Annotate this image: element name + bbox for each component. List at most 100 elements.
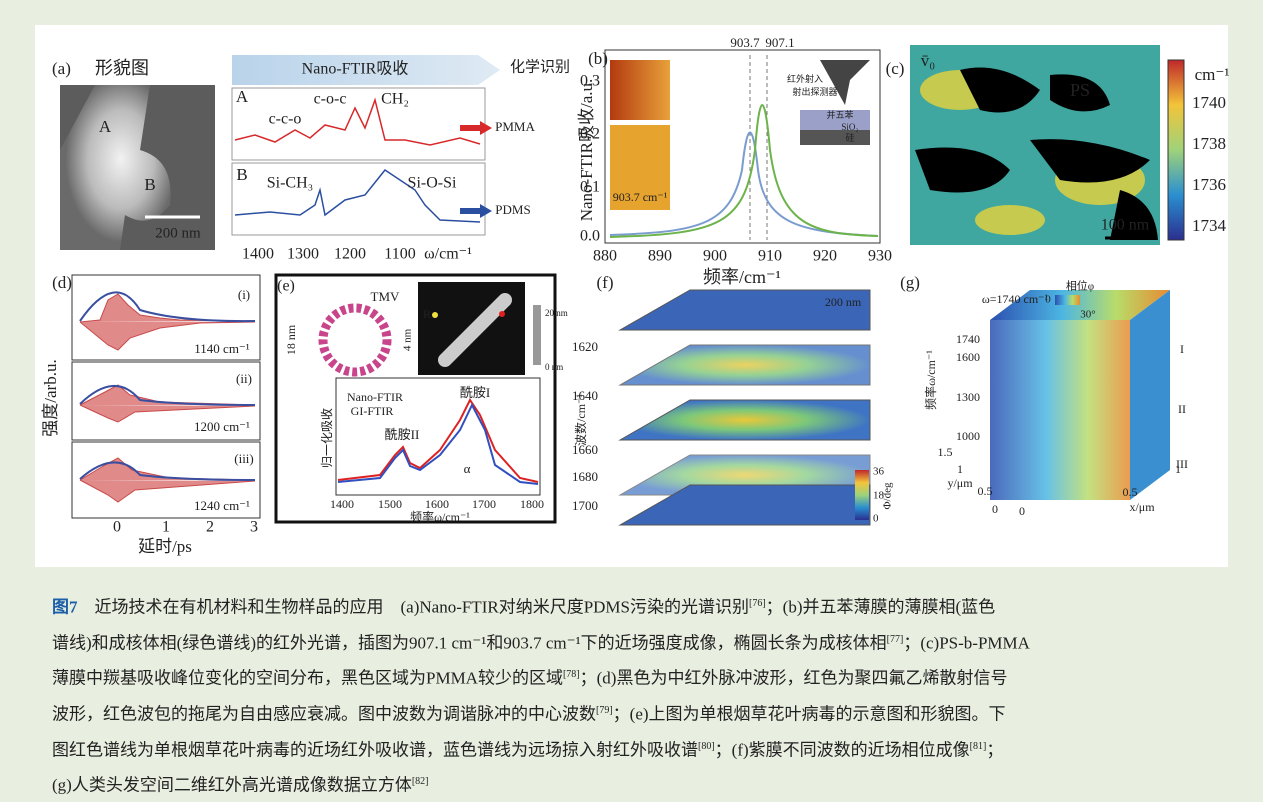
label: 200 nm bbox=[825, 295, 862, 309]
label: Nano-FTIR bbox=[347, 390, 403, 404]
panel-label: (g) bbox=[900, 273, 920, 292]
caption-text: ； bbox=[986, 740, 1003, 759]
label: cm⁻¹ bbox=[1195, 65, 1230, 84]
figure-number: 图7 bbox=[52, 598, 78, 617]
tick-label: 0.2 bbox=[580, 126, 600, 143]
label: (iii) bbox=[234, 451, 254, 466]
tick-label: 1600 bbox=[956, 350, 980, 364]
caption-text: 波形，红色波包的拖尾为自由感应衰减。图中波数为调谐脉冲的中心波数 bbox=[52, 705, 596, 724]
label: A bbox=[236, 87, 249, 106]
label: R bbox=[423, 307, 431, 321]
tick-label: 0.0 bbox=[580, 228, 600, 245]
label: ω=1740 cm⁻¹ bbox=[982, 292, 1049, 306]
caption-text: ；(d)黑色为中红外脉冲波形，红色为聚四氟乙烯散射信号 bbox=[580, 669, 1008, 688]
label: 红外射入 bbox=[787, 73, 823, 84]
tick-label: 1200 bbox=[334, 246, 366, 263]
tick-label: 2 bbox=[206, 519, 214, 536]
label: SiO₂ bbox=[841, 122, 858, 132]
tick-label: 1738 bbox=[1192, 134, 1226, 153]
label: 18 nm bbox=[284, 324, 298, 355]
tick-label: 3 bbox=[250, 519, 258, 536]
label: 903.7 bbox=[730, 35, 760, 50]
label: TMV bbox=[371, 289, 401, 304]
label: PDMS bbox=[495, 202, 530, 217]
tick-label: 0.1 bbox=[580, 179, 600, 196]
label: II bbox=[1178, 402, 1186, 416]
label: 酰胺I bbox=[460, 385, 490, 400]
data-cube bbox=[990, 290, 1170, 500]
label: c-o-c bbox=[314, 91, 347, 108]
label: 0 bbox=[1045, 294, 1051, 306]
label: CH₂ bbox=[381, 91, 409, 108]
caption: 图7 近场技术在有机材料和生物样品的应用 (a)Nano-FTIR对纳米尺度PD… bbox=[52, 588, 1222, 802]
label: 20 nm bbox=[545, 308, 568, 318]
label: 频率ω/cm⁻¹ bbox=[410, 509, 470, 524]
label: Nano-FTIR吸收/a.u. bbox=[577, 79, 596, 222]
tick-label: 910 bbox=[758, 248, 782, 265]
label: B bbox=[144, 175, 155, 194]
label: 1140 cm⁻¹ bbox=[194, 341, 250, 356]
tick-label: 880 bbox=[593, 248, 617, 265]
label: GI-FTIR bbox=[351, 404, 394, 418]
height-bar bbox=[533, 305, 541, 365]
label: 射出探测器 bbox=[792, 86, 837, 97]
panel-label: (e) bbox=[277, 278, 295, 295]
caption-text: ；(c)PS-b-PMMA bbox=[903, 633, 1030, 652]
colorbar bbox=[1168, 60, 1184, 240]
tick-label: 890 bbox=[648, 248, 672, 265]
label: PS bbox=[1070, 80, 1090, 100]
reference: [77] bbox=[887, 634, 904, 645]
tick-label: 1300 bbox=[956, 390, 980, 404]
panel-label: (d) bbox=[52, 273, 72, 292]
label: B bbox=[236, 165, 247, 184]
label: (ii) bbox=[236, 371, 252, 386]
label: 1200 cm⁻¹ bbox=[194, 419, 250, 434]
caption-text: ；(b)并五苯薄膜的薄膜相(蓝色 bbox=[766, 598, 995, 617]
caption-text: 谱线)和成核体相(绿色谱线)的红外光谱，插图为907.1 cm⁻¹和903.7 … bbox=[52, 633, 887, 652]
label: (i) bbox=[238, 287, 250, 302]
label: 归一化吸收 bbox=[320, 408, 334, 468]
point bbox=[432, 312, 438, 318]
label: 相位φ bbox=[1066, 279, 1094, 293]
inset-image bbox=[610, 60, 670, 120]
tick-label: 1300 bbox=[287, 246, 319, 263]
inset-diagram bbox=[800, 130, 870, 145]
reference: [80] bbox=[698, 741, 715, 752]
caption-text: ；(e)上图为单根烟草花叶病毒的示意图和形貌图。下 bbox=[613, 705, 1006, 724]
tick-label: 0 bbox=[113, 519, 121, 536]
label: x/μm bbox=[1129, 500, 1155, 514]
label: 波数/cm⁻¹ bbox=[573, 394, 588, 446]
label: Si-O-Si bbox=[408, 175, 457, 192]
label: 4 nm bbox=[402, 328, 414, 351]
reference: [76] bbox=[749, 598, 766, 609]
caption-line: 图7 近场技术在有机材料和生物样品的应用 (a)Nano-FTIR对纳米尺度PD… bbox=[52, 588, 1222, 624]
tick-label: 1100 bbox=[384, 246, 415, 263]
tick-label: 0.3 bbox=[580, 73, 600, 90]
label: 907.1 bbox=[765, 35, 794, 50]
tick-label: 1400 bbox=[242, 246, 274, 263]
tick-label: 1700 bbox=[472, 497, 496, 511]
page: (a)形貌图Nano-FTIR吸收化学识别AB200 nmAc-c-oc-o-c… bbox=[0, 0, 1263, 801]
label: 200 nm bbox=[155, 225, 201, 241]
label: Φ/deg bbox=[882, 482, 894, 509]
label: Si-CH₃ bbox=[267, 175, 313, 192]
tick-label: 0 bbox=[873, 513, 879, 525]
tick-label: 1 bbox=[162, 519, 170, 536]
tick-label: 1700 bbox=[572, 498, 598, 513]
panel-label: (f) bbox=[597, 273, 614, 292]
label: I bbox=[1180, 342, 1184, 356]
tick-label: 920 bbox=[813, 248, 837, 265]
label: α bbox=[464, 461, 471, 476]
tick-label: 1740 bbox=[956, 332, 980, 346]
reference: [82] bbox=[412, 776, 429, 787]
tick-label: 36 bbox=[873, 466, 885, 478]
label: 频率/cm⁻¹ bbox=[703, 267, 781, 287]
caption-line: 图红色谱线为单根烟草花叶病毒的近场红外吸收谱，蓝色谱线为远场掠入射红外吸收谱[8… bbox=[52, 731, 1222, 767]
caption-text: 薄膜中羰基吸收峰位变化的空间分布，黑色区域为PMMA较少的区域 bbox=[52, 669, 563, 688]
label: A bbox=[99, 117, 112, 136]
label: 30° bbox=[1080, 309, 1095, 321]
label: 酰胺II bbox=[385, 427, 420, 442]
tick-label: 1 bbox=[1175, 462, 1181, 476]
tick-label: 900 bbox=[703, 248, 727, 265]
